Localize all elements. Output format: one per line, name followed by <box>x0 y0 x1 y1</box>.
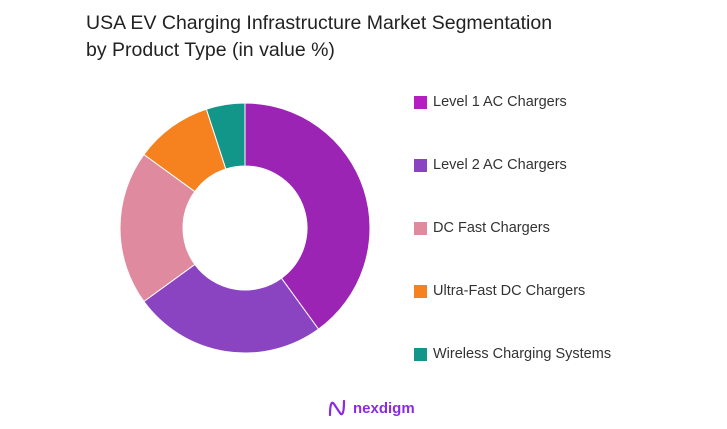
legend-item: DC Fast Chargers <box>414 218 611 238</box>
legend-label: DC Fast Chargers <box>433 220 550 236</box>
legend-swatch <box>414 284 427 298</box>
legend-item: Ultra-Fast DC Chargers <box>414 281 611 301</box>
legend-item: Level 1 AC Chargers <box>414 92 611 112</box>
nexdigm-logo: nexdigm <box>327 398 415 418</box>
legend-swatch <box>414 347 427 361</box>
legend-swatch <box>414 158 427 172</box>
slice-level-2-ac-chargers <box>143 263 320 354</box>
logo-text: nexdigm <box>353 399 415 417</box>
legend-label: Ultra-Fast DC Chargers <box>433 283 586 299</box>
slice-dc-fast-chargers <box>119 153 196 303</box>
nexdigm-logo-icon <box>328 399 346 417</box>
legend-label: Level 2 AC Chargers <box>433 157 567 173</box>
legend-item: Level 2 AC Chargers <box>414 155 611 175</box>
slice-level-1-ac-chargers <box>244 102 371 330</box>
legend-label: Level 1 AC Chargers <box>433 94 567 110</box>
legend: Level 1 AC Chargers Level 2 AC Chargers DC… <box>414 92 611 407</box>
legend-label: Wireless Charging Systems <box>433 346 612 362</box>
legend-swatch <box>414 95 427 109</box>
title-line-2: by Product Type (in value %) <box>86 39 335 61</box>
chart-title: USA EV Charging Infrastructure Market Se… <box>86 10 552 64</box>
slice-wireless-charging-systems <box>205 102 246 170</box>
title-line-1: USA EV Charging Infrastructure Market Se… <box>86 12 553 34</box>
legend-item: Wireless Charging Systems <box>414 344 611 364</box>
legend-swatch <box>414 221 427 235</box>
